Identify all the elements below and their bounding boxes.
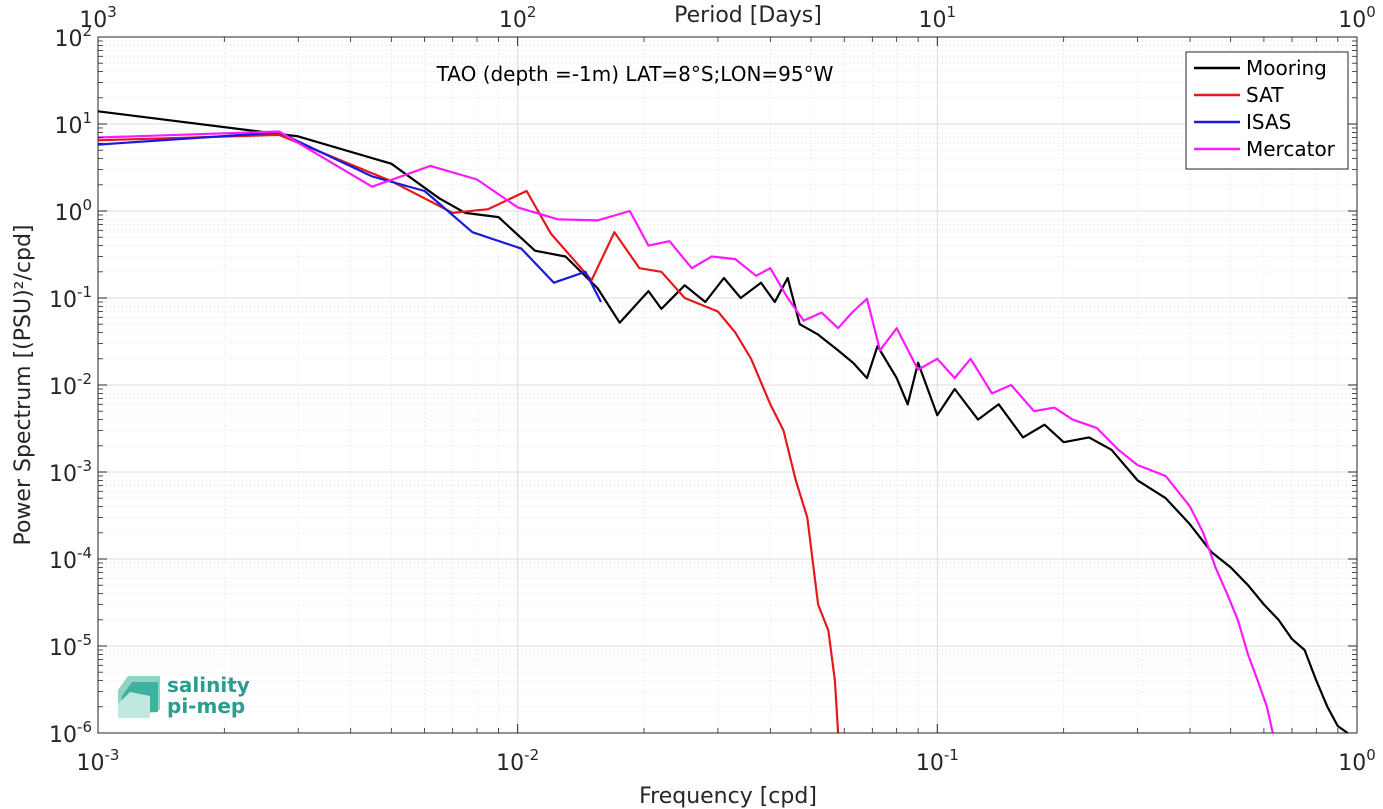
series-line-isas — [97, 131, 602, 303]
x-tick-labels: 10-3 10-2 10-1 100 — [77, 746, 1376, 776]
logo-line2: pi-mep — [167, 694, 245, 718]
top-tick-label: 102 — [499, 3, 537, 33]
x-tick-label: 10-3 — [77, 746, 120, 776]
x-tick-label: 10-2 — [496, 746, 539, 776]
top-tick-label: 101 — [919, 3, 957, 33]
x-tick-label: 100 — [1338, 746, 1376, 776]
x-axis-title: Frequency [cpd] — [639, 784, 817, 809]
chart-annotation: TAO (depth =-1m) LAT=8°S;LON=95°W — [436, 62, 834, 86]
y-tick-label: 10-1 — [49, 283, 92, 313]
legend-label-sat: SAT — [1246, 83, 1284, 107]
y-axis-title: Power Spectrum [(PSU)²/cpd] — [11, 224, 36, 545]
series-line-mooring — [97, 110, 1349, 734]
series-line-mercator — [97, 130, 1274, 734]
top-tick-labels: 103 102 101 100 — [79, 3, 1376, 33]
y-tick-label: 10-4 — [49, 544, 92, 574]
y-tick-label: 10-6 — [49, 718, 92, 748]
series-line-sat — [97, 133, 840, 734]
x-tick-label: 10-1 — [916, 746, 959, 776]
legend: Mooring SAT ISAS Mercator — [1185, 51, 1349, 170]
salinity-pi-mep-logo: salinity pi-mep — [118, 673, 250, 718]
top-tick-label: 100 — [1338, 3, 1376, 33]
y-tick-label: 10-3 — [49, 457, 92, 487]
y-tick-label: 102 — [54, 22, 92, 52]
legend-label-mooring: Mooring — [1246, 56, 1327, 80]
top-axis-title: Period [Days] — [674, 3, 822, 28]
logo-line1: salinity — [167, 673, 250, 697]
series-layer — [97, 110, 1349, 734]
y-tick-label: 10-2 — [49, 370, 92, 400]
tick-marks — [97, 36, 1358, 734]
legend-label-mercator: Mercator — [1246, 137, 1336, 161]
top-tick-label: 103 — [79, 3, 117, 33]
y-tick-labels: 102 101 100 10-1 10-2 10-3 10-4 10-5 10-6 — [49, 22, 92, 748]
y-tick-label: 100 — [54, 196, 92, 226]
y-tick-label: 101 — [54, 109, 92, 139]
legend-label-isas: ISAS — [1246, 110, 1291, 134]
y-tick-label: 10-5 — [49, 631, 92, 661]
